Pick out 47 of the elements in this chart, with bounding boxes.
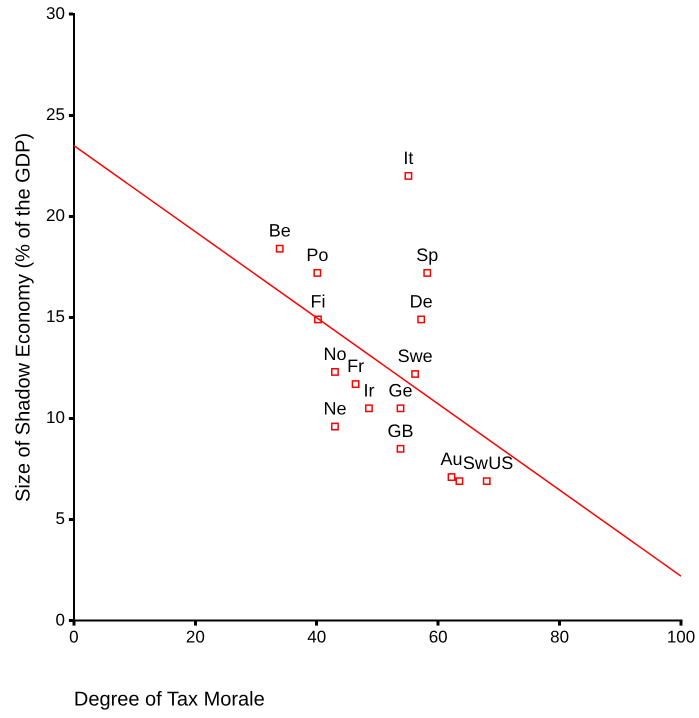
y-tick-label: 20 xyxy=(46,206,65,226)
annotation: Swe xyxy=(398,346,433,366)
point xyxy=(417,315,426,324)
x-tick-label: 60 xyxy=(428,627,448,646)
annotation: De xyxy=(410,291,433,312)
point xyxy=(396,404,404,412)
y-tick-label: 15 xyxy=(46,307,65,326)
annotation: Ne xyxy=(323,398,346,419)
annotation: No xyxy=(323,344,346,364)
x-tick-label: 40 xyxy=(307,627,326,646)
y-tick-label: 10 xyxy=(46,408,65,428)
x-tick-label: 80 xyxy=(550,627,570,646)
x-tick-label: 20 xyxy=(186,627,205,646)
y-tick-label: 5 xyxy=(55,509,65,528)
point xyxy=(411,370,420,378)
point xyxy=(448,473,456,482)
y-tick-label: 25 xyxy=(46,104,65,124)
point xyxy=(365,404,373,412)
point xyxy=(352,380,360,388)
annotation: Au xyxy=(440,449,463,470)
annotation: Fr xyxy=(347,356,364,376)
annotation: Sp xyxy=(416,244,438,265)
y-tick-label: 0 xyxy=(55,610,65,630)
x-tick-label: 0 xyxy=(69,627,79,646)
point xyxy=(331,368,339,376)
point xyxy=(404,172,412,180)
point xyxy=(396,444,404,453)
annotation: Sw xyxy=(462,453,489,474)
y-axis-title: Size of Shadow Economy (% of the GDP) xyxy=(12,132,35,502)
point xyxy=(314,315,322,324)
annotation: Fi xyxy=(310,291,326,312)
annotation: US xyxy=(488,453,514,474)
y-tick-label: 30 xyxy=(46,4,65,23)
x-axis-title: Degree of Tax Morale xyxy=(74,688,265,711)
annotation: GB xyxy=(388,420,414,441)
point xyxy=(482,477,491,486)
annotation: Be xyxy=(268,220,291,241)
annotation: Ir xyxy=(363,380,374,400)
annotation: Ge xyxy=(388,380,413,400)
annotation: It xyxy=(403,148,414,168)
point xyxy=(276,244,284,253)
annotation: Po xyxy=(306,244,328,265)
point xyxy=(331,422,339,430)
point xyxy=(423,269,432,277)
point xyxy=(313,269,322,277)
x-tick-label: 100 xyxy=(666,627,696,646)
point xyxy=(455,477,464,486)
